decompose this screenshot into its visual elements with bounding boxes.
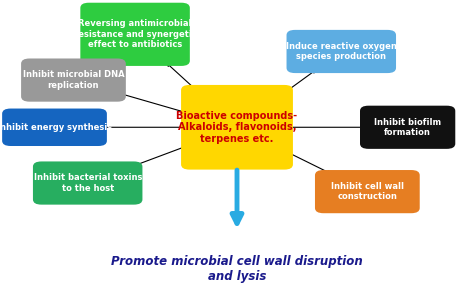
FancyBboxPatch shape <box>33 161 142 205</box>
FancyBboxPatch shape <box>286 30 396 73</box>
Text: Reversing antimicrobial
resistance and synergetic
effect to antibiotics: Reversing antimicrobial resistance and s… <box>73 19 197 49</box>
FancyBboxPatch shape <box>2 108 107 146</box>
Text: Bioactive compounds-
Alkaloids, flavonoids,
terpenes etc.: Bioactive compounds- Alkaloids, flavonoi… <box>176 111 298 144</box>
FancyBboxPatch shape <box>21 59 126 102</box>
Text: Inhibit microbial DNA
replication: Inhibit microbial DNA replication <box>23 70 124 90</box>
Text: Inhibit bacterial toxins
to the host: Inhibit bacterial toxins to the host <box>34 173 142 193</box>
Text: Inhibit energy synthesis: Inhibit energy synthesis <box>0 123 112 132</box>
FancyBboxPatch shape <box>181 85 293 170</box>
Text: Promote microbial cell wall disruption
and lysis: Promote microbial cell wall disruption a… <box>111 255 363 283</box>
Text: Inhibit biofilm
formation: Inhibit biofilm formation <box>374 118 441 137</box>
Text: Induce reactive oxygen
species production: Induce reactive oxygen species productio… <box>286 42 397 61</box>
Text: Inhibit cell wall
construction: Inhibit cell wall construction <box>331 182 404 201</box>
FancyBboxPatch shape <box>315 170 419 213</box>
FancyBboxPatch shape <box>80 3 190 66</box>
FancyBboxPatch shape <box>360 106 455 149</box>
